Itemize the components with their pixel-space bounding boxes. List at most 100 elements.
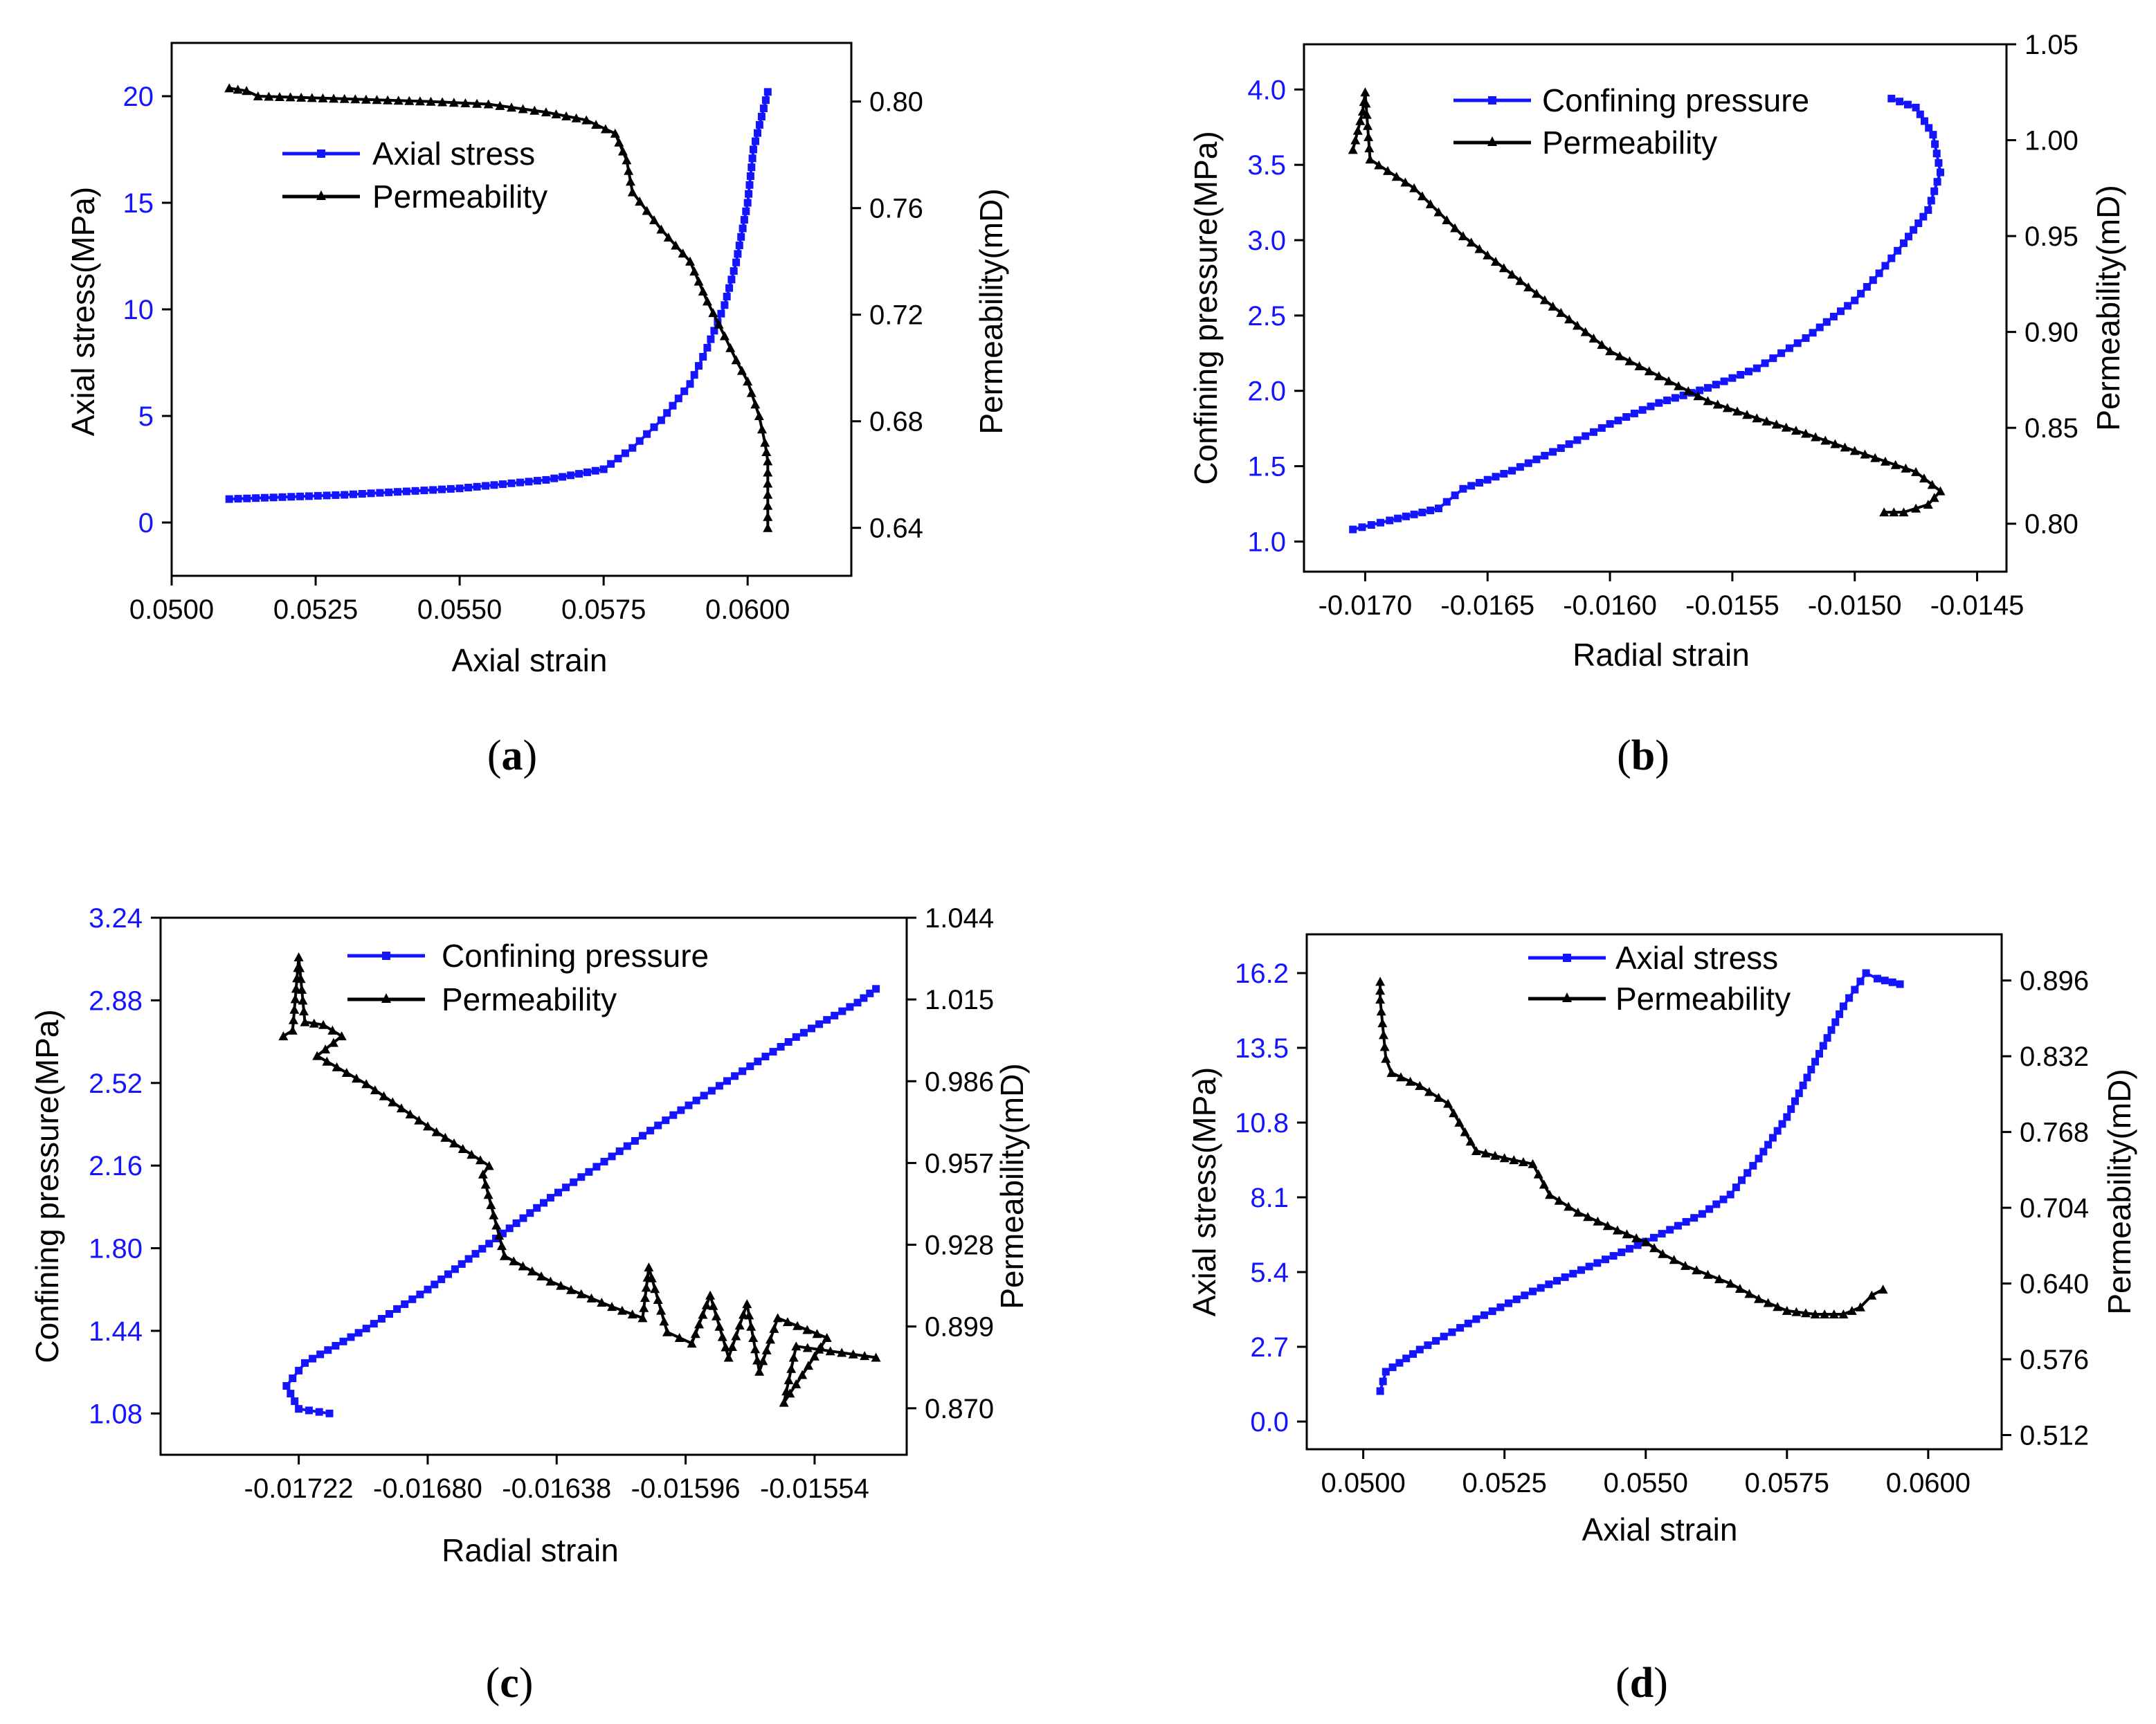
data-point-square: [591, 466, 599, 475]
data-point-triangle: [600, 124, 610, 134]
data-point-triangle: [551, 109, 561, 118]
data-point-square: [570, 1178, 578, 1186]
data-point-square: [516, 478, 524, 487]
data-point-square: [1524, 459, 1532, 467]
data-point-triangle: [1533, 1169, 1543, 1179]
data-point-triangle: [1870, 453, 1881, 462]
y2-tick-label: 1.015: [925, 985, 994, 1015]
data-point-triangle: [576, 1289, 586, 1298]
data-point-square: [1541, 451, 1549, 460]
data-point-square: [754, 1058, 762, 1066]
data-point-square: [735, 242, 743, 250]
data-point-square: [416, 1290, 424, 1298]
data-point-triangle: [1631, 1233, 1642, 1242]
data-point-square: [1402, 1354, 1411, 1363]
data-point-triangle: [1693, 391, 1703, 401]
data-point-triangle: [449, 98, 459, 107]
data-point-triangle: [1820, 435, 1831, 445]
y-tick-label: 4.0: [1247, 75, 1286, 105]
data-point-square: [282, 1382, 291, 1390]
caption-letter: c: [500, 1660, 519, 1707]
data-point-square: [1875, 269, 1883, 278]
data-point-square: [287, 1390, 295, 1398]
legend-label-1: Permeability: [442, 981, 617, 1017]
data-point-triangle: [752, 1355, 763, 1365]
data-point-triangle: [1801, 428, 1811, 438]
data-point-triangle: [1350, 135, 1361, 145]
y-tick-label: 2.52: [89, 1069, 143, 1099]
data-point-square: [1887, 254, 1896, 262]
data-point-triangle: [336, 1031, 347, 1041]
data-point-square: [314, 491, 322, 500]
data-point-square: [429, 486, 437, 494]
data-point-square: [755, 120, 763, 129]
y-tick-label: 1.44: [89, 1316, 143, 1347]
caption-letter: a: [502, 732, 523, 779]
data-point-triangle: [491, 1220, 502, 1230]
data-point-square: [1914, 219, 1923, 228]
data-point-square: [1743, 1169, 1752, 1177]
data-point-triangle: [698, 1309, 708, 1319]
data-point-triangle: [1491, 257, 1501, 266]
data-point-triangle: [1847, 1305, 1857, 1315]
x-tick-label: -0.0160: [1563, 590, 1657, 621]
data-point-triangle: [566, 1285, 576, 1294]
data-point-square: [323, 491, 331, 500]
data-point-square: [1726, 1190, 1734, 1199]
data-point-triangle: [607, 1302, 617, 1312]
data-point-square: [707, 1087, 716, 1095]
data-point-square: [730, 267, 738, 275]
data-point-square: [287, 493, 296, 501]
data-point-triangle: [731, 355, 741, 365]
data-point-triangle: [1588, 333, 1599, 343]
data-point-square: [1925, 124, 1933, 132]
data-point-square: [707, 335, 715, 343]
data-point-triangle: [1634, 361, 1645, 370]
data-point-triangle: [1742, 410, 1752, 419]
data-point-triangle: [786, 1363, 797, 1373]
y-tick-label: 2.88: [89, 986, 143, 1016]
data-point-square: [1873, 974, 1881, 983]
legend-label-0: Axial stress: [1615, 940, 1778, 976]
data-point-triangle: [264, 91, 274, 101]
data-point-triangle: [350, 94, 361, 104]
data-point-square: [1418, 508, 1426, 516]
data-point-square: [1837, 307, 1845, 316]
data-point-triangle: [757, 424, 767, 434]
data-point-square: [1783, 1113, 1791, 1121]
data-point-square: [1857, 289, 1865, 298]
y2-tick-label: 0.76: [869, 194, 923, 224]
data-point-square: [1442, 498, 1451, 506]
data-point-square: [1549, 448, 1557, 456]
data-point-triangle: [545, 1276, 556, 1286]
data-point-square: [1410, 510, 1418, 518]
data-point-square: [386, 1310, 393, 1318]
data-point-square: [1638, 406, 1647, 414]
data-point-triangle: [1375, 986, 1386, 995]
data-point-triangle: [1554, 1195, 1564, 1205]
data-point-square: [699, 353, 707, 361]
data-point-square: [401, 1300, 409, 1308]
data-point-square: [420, 487, 428, 495]
data-point-triangle: [1361, 98, 1371, 108]
data-point-square: [225, 495, 233, 503]
data-point-triangle: [788, 1352, 799, 1362]
data-point-square: [1377, 518, 1384, 527]
y2-tick-label: 0.72: [869, 300, 923, 331]
y-tick-label: 2.7: [1250, 1332, 1289, 1363]
data-point-square: [1647, 402, 1655, 410]
data-point-square: [1896, 980, 1904, 988]
data-point-triangle: [329, 93, 339, 103]
data-point-triangle: [393, 96, 404, 105]
data-point-triangle: [322, 1056, 332, 1066]
data-point-triangle: [809, 1351, 819, 1361]
data-point-triangle: [1722, 403, 1732, 412]
data-point-square: [1625, 1244, 1633, 1253]
data-point-triangle: [1754, 1294, 1764, 1303]
data-point-triangle: [781, 1386, 792, 1396]
data-point-square: [692, 1096, 700, 1105]
data-point-triangle: [1911, 503, 1921, 513]
legend-label-1: Permeability: [1542, 125, 1717, 161]
y2-axis-ticks: 0.870 0.899 0.928 0.957 0.986 1.015 1.044: [907, 903, 994, 1424]
data-point-triangle: [307, 93, 317, 102]
